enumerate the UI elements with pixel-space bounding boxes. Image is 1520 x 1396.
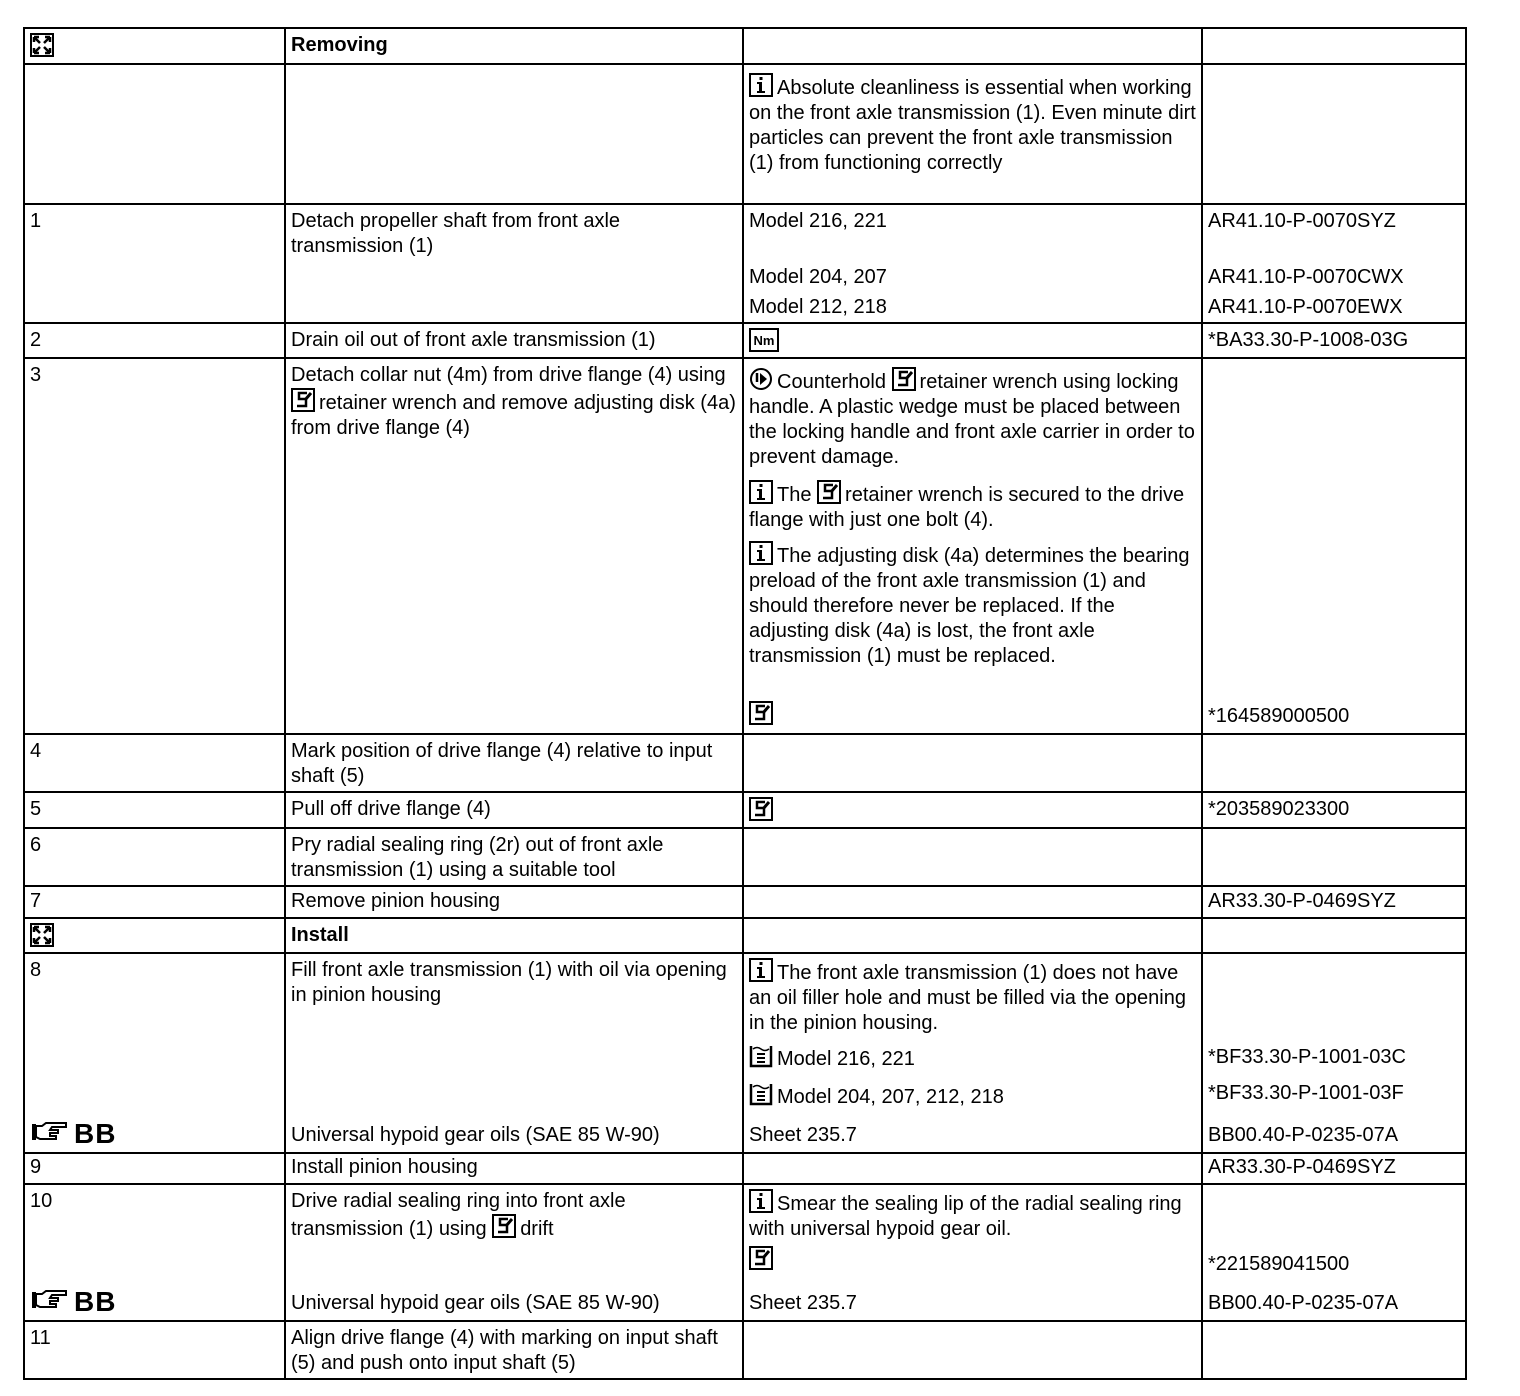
torque-nm-icon	[749, 328, 779, 352]
info-note: The	[777, 484, 812, 506]
reference-link[interactable]: *BA33.30-P-1008-03G	[1201, 322, 1467, 359]
info-icon	[749, 480, 773, 504]
step-text: Remove pinion housing	[284, 885, 744, 919]
reference-link[interactable]: AR41.10-P-0070CWX	[1208, 266, 1404, 288]
table-row: 5 Pull off drive flange (4) *20358902330…	[23, 791, 1467, 829]
special-tool-icon	[749, 1246, 773, 1270]
procedure-table: Removing Absolute cleanliness is essenti…	[23, 27, 1467, 1380]
model-text: Model 212, 218	[749, 296, 887, 318]
section-title-removing: Removing	[284, 27, 744, 65]
reference-link[interactable]: BB00.40-P-0235-07A	[1208, 1124, 1399, 1146]
step-text: drift	[520, 1218, 554, 1240]
special-tool-icon	[749, 797, 773, 821]
step-number: 2	[23, 322, 286, 359]
table-row: 10 BB Drive radial sealing ring into fron…	[23, 1183, 1467, 1322]
step-number: 11	[23, 1320, 286, 1380]
sheet-ref: Sheet 235.7	[749, 1124, 857, 1146]
section-row-removing: Removing	[23, 27, 1467, 65]
step-number: 1	[23, 203, 286, 324]
info-note: Smear the sealing lip of the radial seal…	[749, 1193, 1182, 1240]
table-row: 7 Remove pinion housing AR33.30-P-0469SY…	[23, 885, 1467, 919]
special-tool-icon	[291, 388, 315, 412]
expand-icon	[30, 923, 54, 947]
table-row: 2 Drain oil out of front axle transmissi…	[23, 322, 1467, 359]
step-text: Drain oil out of front axle transmission…	[284, 322, 744, 359]
table-row: 8 BB Fill front axle transmission (1) wit…	[23, 952, 1467, 1154]
section-row-install: Install	[23, 917, 1467, 954]
sheet-ref: Sheet 235.7	[749, 1292, 857, 1314]
step-text: Install pinion housing	[284, 1152, 744, 1185]
step-text: Mark position of drive flange (4) relati…	[284, 733, 744, 793]
bb-label: BB	[74, 1118, 117, 1149]
info-note: The front axle transmission (1) does not…	[749, 962, 1186, 1034]
oil-capacity-icon	[749, 1044, 773, 1068]
step-number: 10	[30, 1190, 53, 1212]
step-number: 7	[23, 885, 286, 919]
reference-link[interactable]: AR41.10-P-0070SYZ	[1208, 210, 1396, 232]
model-text: Model 216, 221	[749, 210, 887, 232]
table-row: 6 Pry radial sealing ring (2r) out of fr…	[23, 827, 1467, 887]
model-text: Model 204, 207, 212, 218	[777, 1086, 1004, 1108]
warning-text: Counterhold	[777, 371, 886, 393]
oil-spec: Universal hypoid gear oils (SAE 85 W-90)	[291, 1124, 660, 1146]
tool-number[interactable]: *221589041500	[1208, 1253, 1350, 1275]
step-text: Detach collar nut (4m) from drive flange…	[291, 364, 726, 386]
table-row: 4 Mark position of drive flange (4) rela…	[23, 733, 1467, 793]
table-row: 3 Detach collar nut (4m) from drive flan…	[23, 357, 1467, 735]
step-number: 4	[23, 733, 286, 793]
step-text: Detach propeller shaft from front axle t…	[284, 203, 744, 324]
reference-link[interactable]: BB00.40-P-0235-07A	[1208, 1292, 1399, 1314]
info-note: The adjusting disk (4a) determines the b…	[749, 545, 1190, 667]
warning-text: retainer wrench using locking handle. A …	[749, 371, 1195, 468]
step-text: Pry radial sealing ring (2r) out of fron…	[284, 827, 744, 887]
special-tool-icon	[892, 367, 916, 391]
table-row: 9 Install pinion housing AR33.30-P-0469S…	[23, 1152, 1467, 1185]
step-text: retainer wrench and remove adjusting dis…	[291, 392, 736, 439]
table-row: Absolute cleanliness is essential when w…	[23, 63, 1467, 205]
info-icon	[749, 73, 773, 97]
special-tool-icon	[749, 701, 773, 725]
step-text: Pull off drive flange (4)	[284, 791, 744, 829]
special-tool-icon	[492, 1214, 516, 1238]
info-note: Absolute cleanliness is essential when w…	[749, 77, 1196, 174]
tool-number[interactable]: *203589023300	[1201, 791, 1467, 829]
reference-link[interactable]: *BF33.30-P-1001-03C	[1208, 1046, 1406, 1068]
model-text: Model 204, 207	[749, 266, 887, 288]
step-number: 6	[23, 827, 286, 887]
info-note: retainer wrench is secured to the drive …	[749, 484, 1185, 531]
oil-capacity-icon	[749, 1082, 773, 1106]
special-tool-icon	[817, 480, 841, 504]
section-title-install: Install	[284, 917, 744, 954]
warning-icon	[749, 367, 773, 391]
bb-label: BB	[74, 1286, 117, 1317]
step-number: 3	[23, 357, 286, 735]
info-icon	[749, 958, 773, 982]
step-text: Fill front axle transmission (1) with oi…	[291, 959, 727, 1006]
oil-spec: Universal hypoid gear oils (SAE 85 W-90)	[291, 1292, 660, 1314]
info-icon	[749, 541, 773, 565]
step-text: Align drive flange (4) with marking on i…	[284, 1320, 744, 1380]
reference-link[interactable]: *BF33.30-P-1001-03F	[1208, 1082, 1404, 1104]
pointing-hand-icon	[30, 1288, 70, 1312]
step-number: 8	[30, 959, 42, 981]
step-number: 5	[23, 791, 286, 829]
pointing-hand-icon	[30, 1120, 70, 1144]
step-number: 9	[23, 1152, 286, 1185]
step-text: Drive radial sealing ring into front axl…	[291, 1190, 626, 1240]
table-row: 11 Align drive flange (4) with marking o…	[23, 1320, 1467, 1380]
reference-link[interactable]: AR33.30-P-0469SYZ	[1201, 885, 1467, 919]
reference-link[interactable]: AR33.30-P-0469SYZ	[1201, 1152, 1467, 1185]
reference-link[interactable]: AR41.10-P-0070EWX	[1208, 296, 1403, 318]
model-text: Model 216, 221	[777, 1048, 915, 1070]
tool-number[interactable]: *164589000500	[1208, 705, 1350, 727]
table-row: 1 Detach propeller shaft from front axle…	[23, 203, 1467, 324]
expand-icon	[30, 33, 54, 57]
info-icon	[749, 1189, 773, 1213]
